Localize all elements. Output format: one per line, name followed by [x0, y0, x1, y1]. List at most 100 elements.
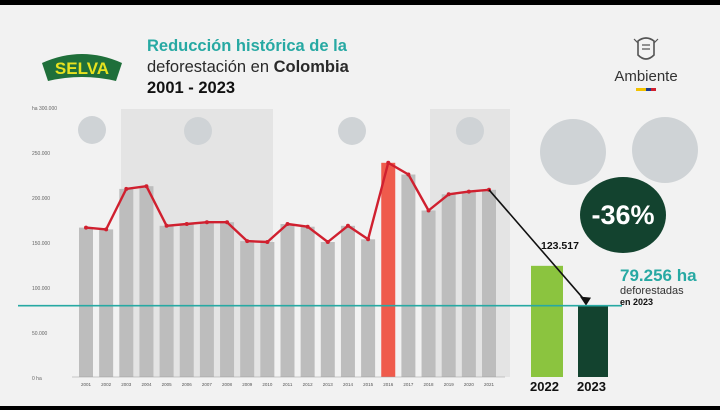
trend-point — [426, 208, 431, 213]
title-line-2-bold: Colombia — [273, 58, 349, 76]
bar — [421, 210, 436, 377]
x-tick-label: 2019 — [444, 382, 455, 387]
y-tick-label: 0 ha — [32, 376, 42, 382]
title-line-2-prefix: deforestación en — [147, 58, 274, 76]
x-tick-label: 2015 — [363, 382, 374, 387]
president-portrait-2 — [184, 117, 212, 145]
bar-2023 — [578, 305, 608, 377]
change-badge: -36% — [580, 177, 666, 253]
flag-stripe — [636, 88, 656, 91]
trend-point — [466, 189, 471, 194]
trend-point — [305, 224, 310, 229]
bar-2022 — [531, 265, 563, 377]
trend-arrow-head — [580, 296, 591, 306]
bar — [179, 224, 194, 377]
x-tick-label: 2005 — [162, 382, 173, 387]
president-portrait-large — [540, 119, 606, 185]
y-tick-label: ha 300.000 — [32, 106, 57, 112]
trend-point — [104, 227, 109, 232]
bar — [240, 241, 255, 377]
year-label-2023: 2023 — [577, 379, 606, 394]
bar — [159, 225, 174, 377]
x-tick-label: 2009 — [242, 382, 253, 387]
x-tick-label: 2020 — [464, 382, 475, 387]
x-tick-label: 2007 — [202, 382, 213, 387]
x-tick-label: 2021 — [484, 382, 495, 387]
trend-arrow — [488, 189, 587, 303]
x-tick-label: 2012 — [303, 382, 314, 387]
president-portrait-4 — [456, 117, 484, 145]
trend-point — [386, 160, 391, 165]
y-tick-label: 50.000 — [32, 331, 48, 337]
reference-label: 79.256 ha deforestadas en 2023 — [620, 267, 718, 308]
minister-portrait-large — [632, 117, 698, 183]
x-tick-label: 2011 — [283, 382, 293, 387]
bar — [361, 239, 376, 377]
bar — [79, 227, 93, 377]
trend-point — [84, 225, 88, 230]
deforestation-chart: 0 ha 50.000 100.000 150.000 200.000 250.000 ha… — [18, 106, 622, 387]
bar — [320, 242, 335, 377]
bar — [300, 226, 315, 377]
trend-point — [225, 220, 230, 225]
x-tick-label: 2017 — [403, 382, 414, 387]
trend-point — [325, 240, 330, 244]
president-portrait-1 — [78, 116, 106, 144]
x-tick-label: 2001 — [81, 382, 92, 387]
bar — [381, 162, 396, 377]
bar — [260, 242, 275, 377]
infographic-card: SELVA Reducción histórica de la deforest… — [0, 5, 720, 406]
bar — [119, 188, 134, 377]
bar — [220, 222, 235, 377]
selva-logo-text: SELVA — [55, 59, 109, 78]
x-tick-label: 2002 — [101, 382, 112, 387]
x-tick-label: 2006 — [182, 382, 193, 387]
reference-year: en 2023 — [620, 297, 654, 307]
trend-point — [204, 220, 209, 225]
trend-point — [184, 222, 189, 226]
trend-point — [446, 192, 451, 197]
reference-sublabel: deforestadas — [620, 285, 684, 297]
trend-point — [345, 223, 350, 228]
y-tick-label: 200.000 — [32, 196, 50, 202]
trend-point — [366, 237, 371, 242]
bar — [280, 224, 295, 377]
ministry-logo: Ambiente — [598, 33, 694, 93]
bar — [401, 174, 416, 377]
y-tick-label: 250.000 — [32, 151, 50, 157]
trend-point — [265, 240, 270, 244]
president-portrait-3 — [338, 117, 366, 145]
x-tick-label: 2018 — [424, 382, 435, 387]
chart-title: Reducción histórica de la deforestación … — [147, 36, 437, 99]
title-line-3: 2001 - 2023 — [147, 79, 236, 97]
trend-point — [285, 222, 290, 226]
trend-point — [164, 223, 169, 228]
ministry-name: Ambiente — [614, 68, 678, 85]
bar — [340, 225, 355, 377]
reference-value: 79.256 ha — [620, 266, 697, 285]
bar — [461, 191, 476, 377]
x-tick-label: 2016 — [383, 382, 394, 387]
trend-point — [144, 184, 149, 189]
title-line-1: Reducción histórica de la — [147, 37, 347, 55]
y-tick-label: 150.000 — [32, 241, 50, 247]
x-tick-label: 2004 — [141, 382, 152, 387]
x-tick-label: 2008 — [222, 382, 233, 387]
bar — [441, 194, 456, 377]
coat-of-arms-icon — [633, 37, 659, 60]
x-tick-label: 2013 — [323, 382, 334, 387]
x-tick-label: 2010 — [262, 382, 273, 387]
x-tick-label: 2014 — [343, 382, 354, 387]
x-tick-label: 2003 — [121, 382, 132, 387]
trend-point — [245, 239, 250, 244]
trend-point — [406, 172, 411, 177]
title-line-2: deforestación en Colombia — [147, 57, 437, 78]
bar — [139, 186, 154, 377]
trend-point — [124, 186, 129, 191]
bar — [199, 222, 214, 377]
bar — [482, 189, 496, 377]
y-tick-label: 100.000 — [32, 286, 50, 292]
selva-logo: SELVA — [42, 54, 122, 81]
bar — [99, 229, 114, 377]
